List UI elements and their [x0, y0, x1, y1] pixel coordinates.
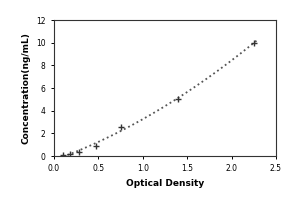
Y-axis label: Concentration(ng/mL): Concentration(ng/mL) [22, 32, 31, 144]
X-axis label: Optical Density: Optical Density [126, 179, 204, 188]
